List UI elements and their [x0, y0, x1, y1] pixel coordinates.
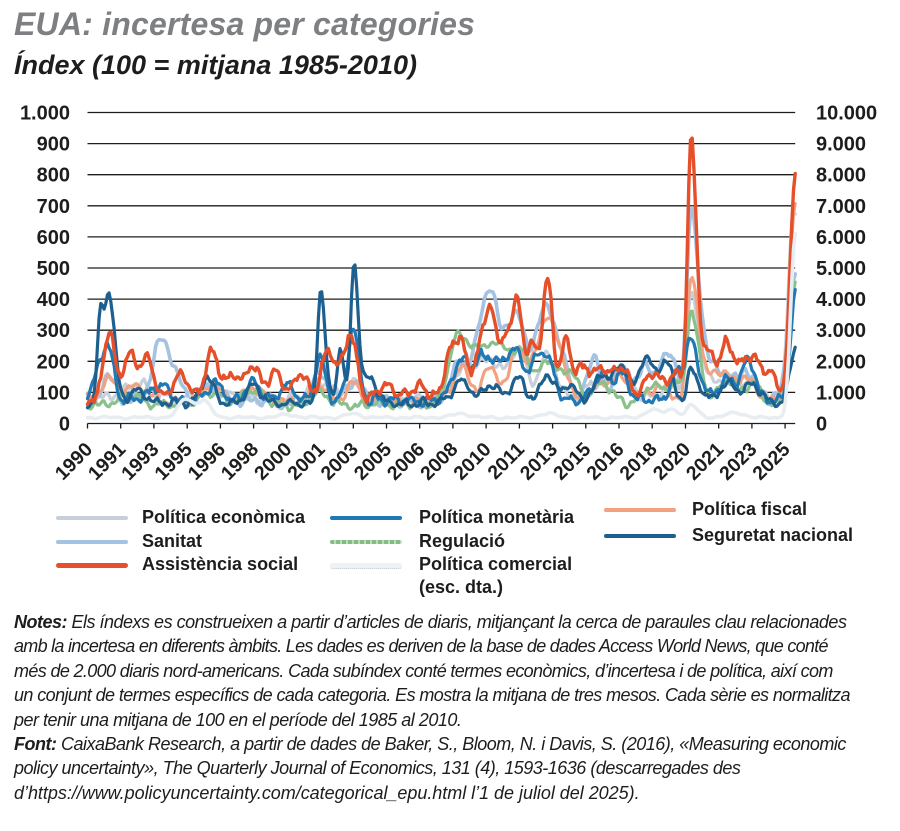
svg-text:2003: 2003 — [317, 438, 363, 484]
svg-text:2023: 2023 — [715, 438, 761, 484]
svg-text:1998: 1998 — [217, 438, 263, 484]
svg-text:600: 600 — [37, 227, 70, 249]
svg-text:1995: 1995 — [150, 438, 196, 484]
svg-text:0: 0 — [59, 414, 70, 436]
svg-text:200: 200 — [37, 351, 70, 373]
svg-text:800: 800 — [37, 165, 70, 187]
svg-text:1990: 1990 — [51, 438, 97, 484]
svg-text:2005: 2005 — [350, 438, 396, 484]
svg-text:1991: 1991 — [84, 438, 130, 484]
svg-text:300: 300 — [37, 320, 70, 342]
svg-text:9.000: 9.000 — [816, 134, 866, 156]
svg-text:2010: 2010 — [449, 438, 495, 484]
svg-text:4.000: 4.000 — [816, 289, 866, 311]
svg-text:8.000: 8.000 — [816, 165, 866, 187]
svg-text:100: 100 — [37, 382, 70, 404]
svg-text:500: 500 — [37, 258, 70, 280]
svg-text:1996: 1996 — [184, 438, 230, 484]
svg-text:2020: 2020 — [649, 438, 695, 484]
svg-text:2015: 2015 — [549, 438, 595, 484]
svg-text:1.000: 1.000 — [816, 382, 866, 404]
svg-text:700: 700 — [37, 196, 70, 218]
svg-text:2016: 2016 — [582, 438, 628, 484]
svg-text:2.000: 2.000 — [816, 351, 866, 373]
svg-text:2006: 2006 — [383, 438, 429, 484]
svg-text:2021: 2021 — [682, 438, 728, 484]
svg-text:1993: 1993 — [117, 438, 163, 484]
svg-text:3.000: 3.000 — [816, 320, 866, 342]
svg-text:400: 400 — [37, 289, 70, 311]
svg-text:7.000: 7.000 — [816, 196, 866, 218]
svg-text:2001: 2001 — [283, 438, 329, 484]
svg-text:2011: 2011 — [483, 438, 529, 484]
svg-text:1.000: 1.000 — [20, 103, 70, 125]
svg-text:2008: 2008 — [416, 438, 462, 484]
svg-text:10.000: 10.000 — [816, 103, 877, 125]
svg-text:2000: 2000 — [250, 438, 296, 484]
svg-text:6.000: 6.000 — [816, 227, 866, 249]
svg-text:5.000: 5.000 — [816, 258, 866, 280]
svg-text:2018: 2018 — [615, 438, 661, 484]
svg-text:2025: 2025 — [748, 438, 794, 484]
svg-text:2013: 2013 — [516, 438, 562, 484]
svg-text:900: 900 — [37, 134, 70, 156]
svg-text:0: 0 — [816, 414, 827, 436]
